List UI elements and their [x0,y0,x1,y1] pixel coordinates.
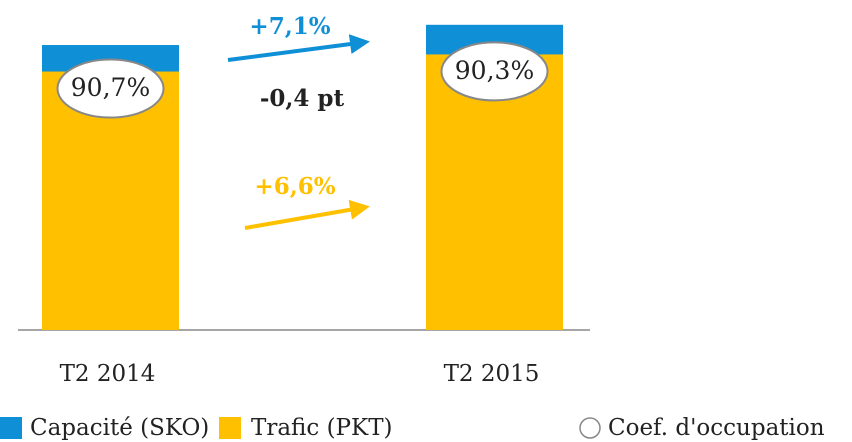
legend-swatch [579,417,601,439]
legend-label: Trafic (PKT) [251,415,393,441]
load-factor-label: 90,7% [71,73,150,102]
load-factor-ellipse [440,41,549,102]
annotation: -0,4 pt [260,85,345,112]
x-tick-label: T2 2014 [60,361,156,387]
load-factor-ellipse [56,58,165,119]
legend-swatch [219,417,241,439]
annotation: +6,6% [254,173,335,200]
legend-label: Capacité (SKO) [30,415,209,441]
legend-swatch [0,417,22,439]
load-factor-label: 90,3% [455,56,534,85]
capacity-arrow [227,34,370,62]
legend-label: Coef. d'occupation [608,415,825,441]
x-tick-label: T2 2015 [444,361,540,387]
annotation: +7,1% [249,13,330,40]
traffic-arrow [244,199,370,230]
